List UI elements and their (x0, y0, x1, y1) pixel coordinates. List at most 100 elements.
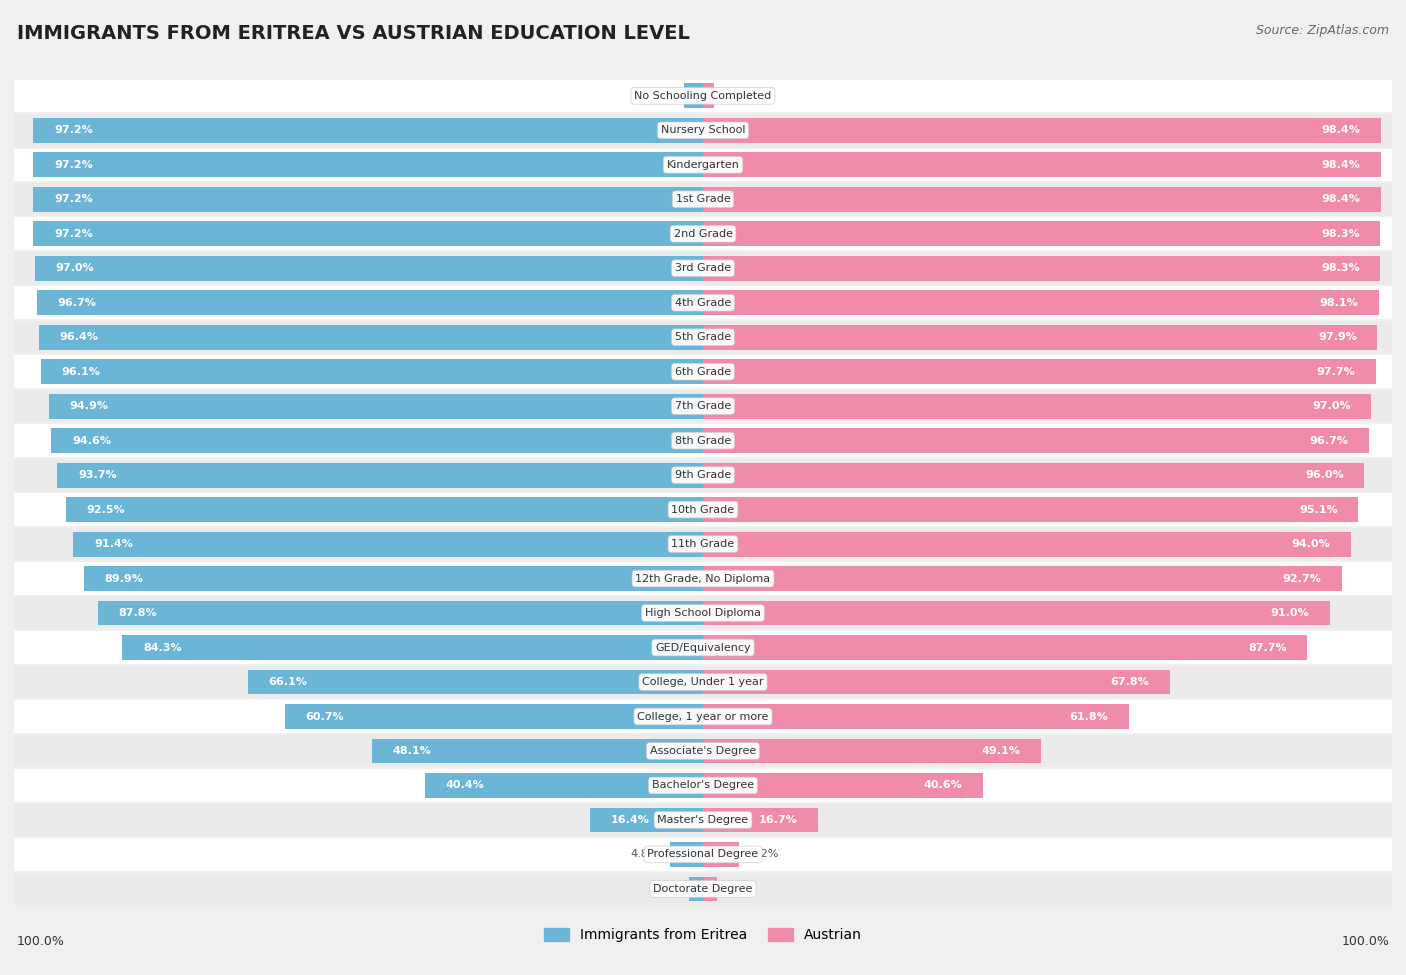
Bar (703, 394, 1371, 418)
Bar (14, 183, 1392, 215)
Text: 61.8%: 61.8% (1070, 712, 1108, 722)
Text: 98.4%: 98.4% (1322, 194, 1360, 205)
Bar (703, 704, 1129, 729)
Text: 87.7%: 87.7% (1249, 643, 1286, 652)
Bar (14, 114, 1392, 146)
Bar (703, 255, 1381, 281)
Bar (41, 359, 703, 384)
Bar (703, 601, 1330, 626)
Bar (14, 356, 1392, 388)
Bar (703, 463, 1364, 488)
Bar (683, 84, 703, 108)
Bar (703, 773, 983, 798)
Text: 11th Grade: 11th Grade (672, 539, 734, 549)
Text: IMMIGRANTS FROM ERITREA VS AUSTRIAN EDUCATION LEVEL: IMMIGRANTS FROM ERITREA VS AUSTRIAN EDUC… (17, 24, 690, 43)
Bar (591, 807, 703, 833)
Bar (703, 842, 738, 867)
Text: 95.1%: 95.1% (1299, 505, 1337, 515)
Text: 96.0%: 96.0% (1305, 470, 1344, 480)
Text: Doctorate Degree: Doctorate Degree (654, 884, 752, 894)
Bar (703, 221, 1381, 246)
Bar (14, 666, 1392, 698)
Text: 5.2%: 5.2% (749, 849, 779, 859)
Text: Nursery School: Nursery School (661, 126, 745, 136)
Bar (14, 424, 1392, 457)
Text: 91.4%: 91.4% (94, 539, 132, 549)
Bar (58, 463, 703, 488)
Bar (703, 497, 1358, 522)
Bar (14, 631, 1392, 664)
Bar (703, 187, 1381, 212)
Text: Master's Degree: Master's Degree (658, 815, 748, 825)
Text: 3rd Grade: 3rd Grade (675, 263, 731, 273)
Text: 100.0%: 100.0% (1341, 935, 1389, 948)
Bar (51, 428, 703, 453)
Bar (689, 877, 703, 901)
Text: 84.3%: 84.3% (143, 643, 181, 652)
Text: 48.1%: 48.1% (392, 746, 432, 756)
Text: 2.1%: 2.1% (650, 884, 678, 894)
Text: 94.9%: 94.9% (70, 401, 108, 411)
Bar (14, 459, 1392, 491)
Bar (37, 291, 703, 315)
Text: 16.4%: 16.4% (610, 815, 650, 825)
Text: 92.7%: 92.7% (1282, 573, 1322, 584)
Text: 96.1%: 96.1% (62, 367, 100, 376)
Text: 97.0%: 97.0% (1312, 401, 1351, 411)
Bar (98, 601, 703, 626)
Text: No Schooling Completed: No Schooling Completed (634, 91, 772, 100)
Text: 1.6%: 1.6% (725, 91, 754, 100)
Bar (14, 252, 1392, 285)
Text: Associate's Degree: Associate's Degree (650, 746, 756, 756)
Bar (73, 531, 703, 557)
Text: 9th Grade: 9th Grade (675, 470, 731, 480)
Bar (14, 527, 1392, 561)
Bar (14, 563, 1392, 595)
Bar (83, 566, 703, 591)
Bar (14, 390, 1392, 422)
Text: College, 1 year or more: College, 1 year or more (637, 712, 769, 722)
Bar (66, 497, 703, 522)
Bar (14, 700, 1392, 733)
Text: 97.2%: 97.2% (53, 160, 93, 170)
Bar (14, 148, 1392, 181)
Bar (39, 325, 703, 350)
Text: 96.7%: 96.7% (58, 297, 97, 308)
Bar (14, 769, 1392, 801)
Text: 49.1%: 49.1% (981, 746, 1021, 756)
Text: 8th Grade: 8th Grade (675, 436, 731, 446)
Text: 16.7%: 16.7% (759, 815, 797, 825)
Bar (703, 531, 1351, 557)
Text: 91.0%: 91.0% (1271, 608, 1309, 618)
Text: 40.6%: 40.6% (924, 780, 962, 791)
Text: Professional Degree: Professional Degree (647, 849, 759, 859)
Text: 66.1%: 66.1% (269, 677, 307, 687)
Bar (14, 803, 1392, 837)
Text: 93.7%: 93.7% (79, 470, 117, 480)
Bar (425, 773, 703, 798)
Text: 97.9%: 97.9% (1317, 332, 1357, 342)
Bar (703, 291, 1379, 315)
Bar (703, 635, 1308, 660)
Bar (14, 735, 1392, 767)
Text: GED/Equivalency: GED/Equivalency (655, 643, 751, 652)
Bar (34, 118, 703, 142)
Text: 98.3%: 98.3% (1320, 229, 1360, 239)
Bar (669, 842, 703, 867)
Bar (35, 255, 703, 281)
Text: 98.4%: 98.4% (1322, 160, 1360, 170)
Bar (14, 287, 1392, 319)
Text: 67.8%: 67.8% (1111, 677, 1150, 687)
Text: 5th Grade: 5th Grade (675, 332, 731, 342)
Text: 94.6%: 94.6% (72, 436, 111, 446)
Text: 60.7%: 60.7% (305, 712, 344, 722)
Text: 10th Grade: 10th Grade (672, 505, 734, 515)
Bar (49, 394, 703, 418)
Bar (285, 704, 703, 729)
Bar (703, 84, 714, 108)
Text: 2.8%: 2.8% (644, 91, 672, 100)
Text: 97.2%: 97.2% (53, 194, 93, 205)
Text: 87.8%: 87.8% (118, 608, 157, 618)
Bar (703, 566, 1341, 591)
Text: 100.0%: 100.0% (17, 935, 65, 948)
